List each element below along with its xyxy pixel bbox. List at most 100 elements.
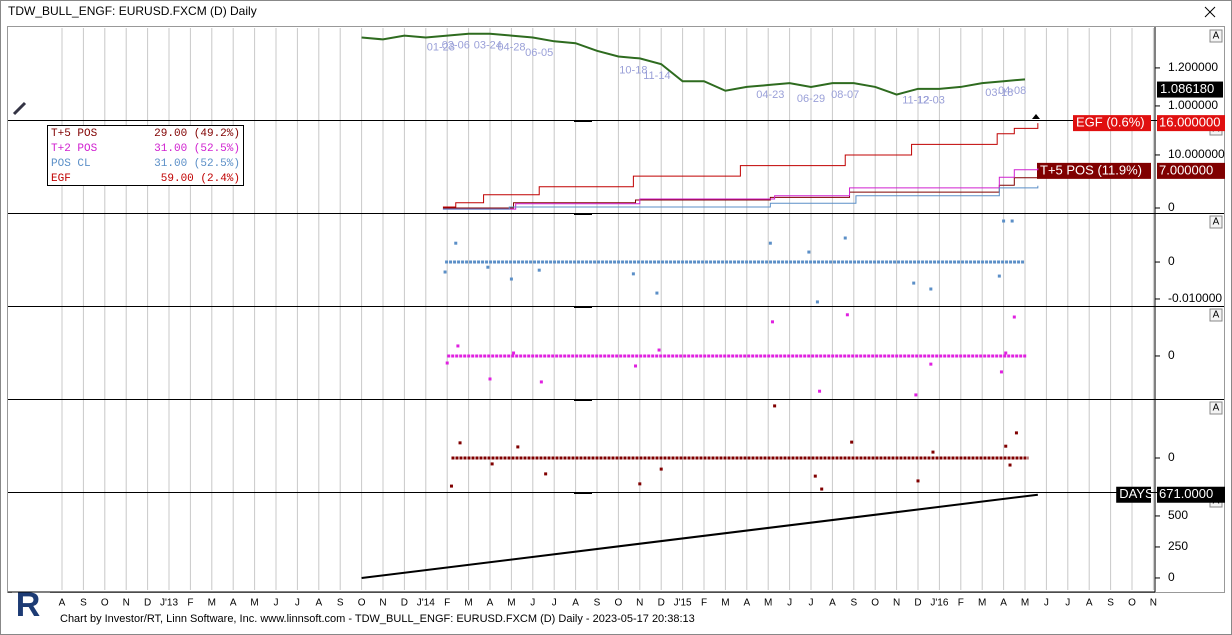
- x-tick-label: J'15: [674, 598, 692, 609]
- x-tick-label: A: [59, 598, 66, 609]
- series-line: [442, 168, 1039, 210]
- x-tick-label: M: [764, 598, 772, 609]
- scatter-point: [512, 351, 516, 355]
- scatter-point: [845, 313, 849, 317]
- x-tick-label: M: [208, 598, 216, 609]
- x-tick-label: A: [230, 598, 237, 609]
- x-tick-label: J'16: [930, 598, 948, 609]
- y-tick-label: 500: [1168, 508, 1188, 522]
- autoscale-label: A: [1213, 217, 1220, 228]
- x-tick-label: M: [507, 598, 515, 609]
- pane-marker: [574, 213, 592, 215]
- date-annotation: 06-05: [525, 47, 553, 59]
- date-annotation: 08-07: [831, 89, 859, 101]
- x-tick-label: M: [250, 598, 258, 609]
- scatter-point: [770, 320, 774, 324]
- x-tick-label: J: [1065, 598, 1070, 609]
- x-tick-label: F: [444, 598, 450, 609]
- autoscale-label: A: [1213, 31, 1220, 42]
- x-tick-label: J: [809, 598, 814, 609]
- series-line: [442, 123, 1039, 208]
- x-tick-label: A: [743, 598, 750, 609]
- x-tick-label: J: [787, 598, 792, 609]
- last-value-label: 7.000000: [1159, 162, 1213, 177]
- scatter-point: [445, 361, 449, 365]
- tag-box: [1073, 115, 1151, 132]
- y-tick-label: 0: [1168, 570, 1175, 584]
- scatter-point: [458, 441, 462, 445]
- x-tick-label: S: [850, 598, 857, 609]
- x-tick-label: N: [636, 598, 643, 609]
- scatter-point: [768, 241, 772, 245]
- date-annotation: 04-28: [497, 42, 525, 54]
- scatter-point: [818, 389, 822, 393]
- legend-summary: 31.00 (52.5%): [154, 143, 240, 155]
- close-button[interactable]: [1204, 6, 1216, 18]
- date-annotation: 11-14: [643, 70, 670, 82]
- legend-summary: 31.00 (52.5%): [154, 158, 240, 170]
- last-value-box: [1157, 162, 1225, 179]
- x-tick-label: N: [379, 598, 386, 609]
- scatter-point: [773, 404, 777, 408]
- scatter-point: [659, 467, 663, 471]
- x-tick-label: A: [829, 598, 836, 609]
- autoscale-label: A: [1213, 403, 1220, 414]
- x-tick-label: M: [721, 598, 729, 609]
- date-annotation: 11-12: [902, 95, 929, 107]
- x-tick-label: A: [572, 598, 579, 609]
- date-annotation: 03-24: [474, 40, 502, 52]
- legend-name: T+2 POS: [51, 143, 98, 155]
- price-line: [361, 32, 1026, 96]
- last-price-box: [1157, 81, 1223, 98]
- scatter-point: [912, 281, 916, 285]
- date-annotation: 04-23: [756, 89, 784, 101]
- autoscale-button: [1209, 308, 1223, 322]
- tag-label: DAYS: [1119, 486, 1154, 501]
- date-annotation: 12-03: [917, 95, 945, 107]
- x-tick-label: J'13: [160, 598, 178, 609]
- legend-name: EGF: [51, 173, 71, 185]
- scatter-point: [443, 270, 447, 274]
- x-tick-label: S: [594, 598, 601, 609]
- pencil-tool[interactable]: [10, 98, 30, 118]
- last-value-box: [1157, 115, 1225, 132]
- y-tick-label: 1.000000: [1168, 98, 1218, 112]
- x-tick-label: J'14: [417, 598, 435, 609]
- y-tick-label: 1.200000: [1168, 60, 1218, 74]
- x-tick-label: A: [487, 598, 494, 609]
- scatter-point: [631, 272, 635, 276]
- scatter-point: [815, 300, 819, 304]
- x-tick-label: J: [530, 598, 535, 609]
- x-tick-label: J: [1044, 598, 1049, 609]
- legend-name: POS CL: [51, 158, 91, 170]
- x-tick-label: D: [401, 598, 408, 609]
- scatter-point: [486, 265, 490, 269]
- scatter-point: [509, 277, 513, 281]
- scatter-point: [997, 274, 1001, 278]
- x-tick-label: J: [274, 598, 279, 609]
- scatter-point: [1004, 351, 1008, 355]
- title-bar: [1, 1, 1231, 23]
- date-annotation: 10-18: [619, 64, 647, 76]
- scatter-point: [1012, 315, 1016, 319]
- scatter-point: [1004, 444, 1008, 448]
- autoscale-button: [1209, 401, 1223, 415]
- scatter-point: [456, 344, 460, 348]
- x-tick-label: N: [1150, 598, 1157, 609]
- y-tick-label: 0: [1168, 348, 1175, 362]
- y-tick-label: 0: [1168, 450, 1175, 464]
- scatter-point: [657, 348, 661, 352]
- y-tick-label: 250: [1168, 539, 1188, 553]
- x-tick-label: M: [978, 598, 986, 609]
- window-title: TDW_BULL_ENGF: EURUSD.FXCM (D) Daily: [8, 4, 257, 18]
- scatter-point: [813, 474, 817, 478]
- pane-marker: [574, 120, 592, 122]
- autoscale-button: [1209, 215, 1223, 229]
- scatter-point: [655, 291, 659, 295]
- y-tick-label: 0: [1168, 200, 1175, 214]
- scatter-point: [929, 362, 933, 366]
- scatter-point: [449, 484, 453, 488]
- scatter-point: [1014, 431, 1018, 435]
